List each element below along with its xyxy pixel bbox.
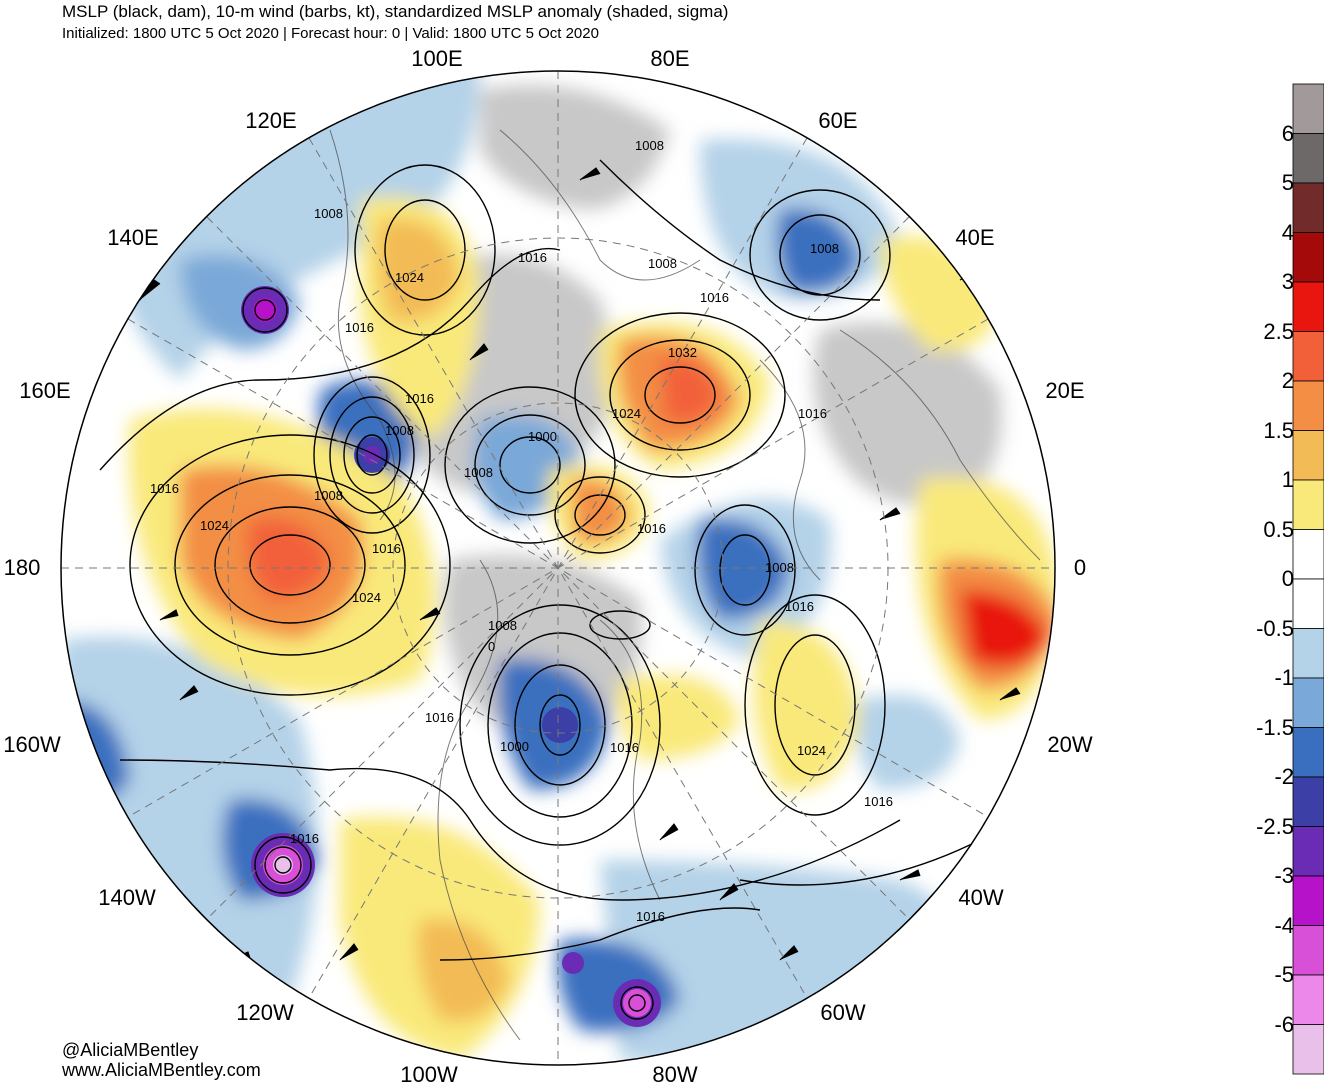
colorbar-swatch: [1292, 430, 1324, 481]
isobar-label: 1008: [385, 423, 414, 438]
colorbar-tick-label: -3: [1274, 863, 1294, 888]
isobar-label: 1008: [765, 560, 794, 575]
colorbar-swatch: [1292, 380, 1324, 431]
colorbar-swatch: [1292, 83, 1324, 134]
isobar-label: 1016: [405, 391, 434, 406]
colorbar-tick-label: -1: [1274, 665, 1294, 690]
longitude-label: 0: [1073, 555, 1087, 580]
colorbar-swatch: [1292, 479, 1324, 530]
isobar-label: 1016: [636, 909, 665, 924]
longitude-label: 20W: [1047, 732, 1093, 757]
isobar-label: 1008: [635, 138, 664, 153]
isobar-label: 1016: [700, 290, 729, 305]
colorbar-tick-label: 4: [1281, 219, 1294, 245]
longitude-label: 140W: [98, 885, 156, 910]
isobar-label: 1024: [352, 590, 381, 605]
colorbar-tick-label: 0.5: [1263, 516, 1294, 542]
longitude-label: 40W: [958, 885, 1004, 910]
isobar-label: 1016: [425, 710, 454, 725]
graticule: [61, 71, 1055, 1065]
map-boundary: [60, 70, 1056, 1066]
colorbar-swatch: [1292, 925, 1324, 976]
isobar-label: 1000: [500, 739, 529, 754]
isobar-label: 1016: [864, 794, 893, 809]
isobar-label: 1024: [797, 743, 826, 758]
longitude-label: 100W: [400, 1062, 458, 1087]
colorbar-tick-label: -5: [1274, 962, 1294, 987]
isobar-labels: 1008 1016 1008 1008 1016 1024 1016 1032 …: [150, 138, 893, 924]
isobar-label: 1016: [785, 599, 814, 614]
longitude-label: 160E: [19, 378, 71, 403]
credit-website: www.AliciaMBentley.com: [62, 1060, 261, 1080]
isobar-label: 1024: [612, 406, 641, 421]
colorbar-tick-label: 1: [1281, 467, 1294, 492]
isobar-label: 1016: [290, 831, 319, 846]
colorbar-swatch: [1292, 133, 1324, 184]
longitude-label: 20E: [1045, 378, 1085, 403]
colorbar-tick-label: 5: [1281, 170, 1294, 195]
colorbar-swatch: [1292, 578, 1324, 629]
longitude-label: 120E: [245, 108, 297, 133]
colorbar: [1292, 83, 1324, 1075]
colorbar-tick-label: -4: [1274, 912, 1294, 938]
colorbar-swatch: [1292, 727, 1324, 778]
colorbar-swatch: [1292, 826, 1324, 877]
isobar-label: 1008: [464, 465, 493, 480]
longitude-label: 80E: [650, 46, 690, 71]
colorbar-swatch: [1292, 677, 1324, 728]
isobar-label: 1016: [798, 406, 827, 421]
isobar-label: 1008: [648, 256, 677, 271]
colorbar-tick-label: -0.5: [1256, 615, 1294, 641]
colorbar-tick-label: 0: [1281, 566, 1294, 591]
longitude-label: 140E: [107, 225, 159, 250]
isobar-label: 1024: [200, 518, 229, 533]
isobar-label: 1024: [395, 270, 424, 285]
isobar-label: 1016: [345, 320, 374, 335]
colorbar-tick-label: 2: [1281, 368, 1294, 393]
longitude-label: 80W: [652, 1062, 698, 1087]
isobar-label: 1016: [150, 481, 179, 496]
isobar-label: 1016: [518, 250, 547, 265]
colorbar-tick-label: 1.5: [1263, 417, 1294, 443]
colorbar-swatch: [1292, 776, 1324, 827]
longitude-label: 60W: [820, 1000, 866, 1025]
isobar-label: 1008: [314, 488, 343, 503]
map-title: MSLP (black, dam), 10-m wind (barbs, kt)…: [62, 2, 729, 21]
map-subtitle: Initialized: 1800 UTC 5 Oct 2020 | Forec…: [62, 25, 599, 42]
colorbar-tick-label: -2.5: [1256, 813, 1294, 839]
colorbar-swatch: [1292, 182, 1324, 233]
colorbar-tick-label: -1.5: [1256, 714, 1294, 740]
longitude-label: 180: [3, 555, 41, 580]
isobar-label: 1016: [637, 521, 666, 536]
isobar-label: 1032: [668, 345, 697, 360]
longitude-label: 120W: [236, 1000, 294, 1025]
isobar-label: 1008: [488, 618, 517, 633]
credit-twitter: @AliciaMBentley: [62, 1040, 199, 1060]
isobar-label: 1016: [610, 740, 639, 755]
colorbar-swatch: [1292, 1024, 1324, 1075]
colorbar-tick-label: -6: [1274, 1011, 1294, 1037]
colorbar-swatch: [1292, 232, 1324, 283]
colorbar-swatch: [1292, 875, 1324, 926]
colorbar-tick-label: -2: [1274, 764, 1294, 789]
longitude-label: 60E: [818, 108, 858, 133]
colorbar-swatch: [1292, 529, 1324, 580]
colorbar-swatch: [1292, 331, 1324, 382]
colorbar-swatch: [1292, 974, 1324, 1025]
isobar-label: 1016: [372, 541, 401, 556]
colorbar-tick-label: 3: [1281, 269, 1294, 294]
colorbar-swatch: [1292, 628, 1324, 679]
longitude-label: 100E: [411, 46, 463, 71]
isobar-label: 0: [488, 639, 495, 654]
isobars: [99, 159, 1055, 1020]
isobar-label: 1008: [314, 206, 343, 221]
colorbar-tick-label: 2.5: [1263, 318, 1294, 344]
colorbar-swatch: [1292, 281, 1324, 332]
colorbar-tick-label: 6: [1281, 120, 1294, 146]
isobar-label: 1000: [528, 429, 557, 444]
longitude-label: 160W: [3, 732, 61, 757]
isobar-label: 1008: [810, 241, 839, 256]
longitude-label: 40E: [955, 225, 995, 250]
